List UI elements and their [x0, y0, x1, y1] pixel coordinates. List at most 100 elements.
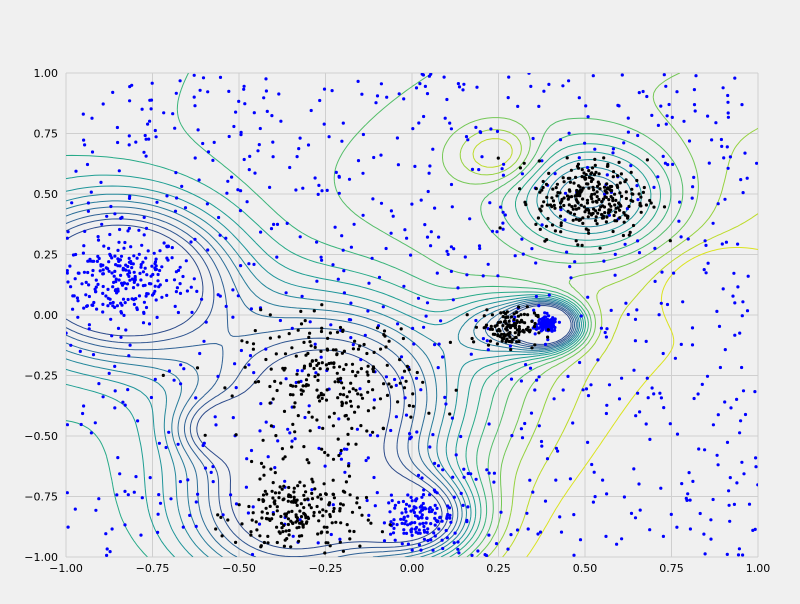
data-point [128, 99, 132, 103]
data-point [490, 313, 494, 317]
data-point [294, 188, 298, 192]
data-point [155, 200, 159, 204]
data-point [352, 222, 356, 226]
data-point [354, 388, 358, 392]
data-point [393, 377, 397, 382]
data-point [711, 497, 715, 502]
data-point [128, 194, 132, 198]
data-point [268, 336, 272, 340]
data-point [287, 510, 291, 514]
x-tick-label: −0.25 [309, 562, 343, 575]
data-point [394, 415, 398, 419]
data-point [282, 523, 286, 528]
data-point [692, 88, 697, 92]
data-point [607, 213, 612, 217]
data-point [86, 270, 90, 275]
data-point [597, 172, 601, 176]
data-point [538, 227, 542, 231]
data-point [578, 218, 583, 222]
data-point [214, 527, 218, 531]
data-point [413, 527, 417, 531]
data-point [594, 170, 598, 174]
data-point [537, 375, 541, 379]
data-point [154, 135, 158, 139]
data-point [316, 373, 320, 377]
data-point [407, 368, 411, 372]
data-point [446, 252, 450, 256]
data-point [138, 271, 142, 275]
data-point [266, 455, 270, 459]
data-point [242, 84, 246, 88]
data-point [615, 219, 619, 223]
data-point [665, 302, 670, 307]
data-point [599, 326, 604, 330]
data-point [301, 186, 305, 190]
data-point [424, 521, 428, 525]
data-point [275, 388, 279, 393]
data-point [270, 114, 274, 118]
data-point [526, 328, 530, 332]
data-point [735, 481, 739, 485]
data-point [101, 268, 105, 272]
data-point [421, 493, 426, 497]
data-point [362, 342, 366, 347]
data-point [645, 94, 649, 99]
data-point [474, 125, 478, 129]
data-point [339, 448, 343, 453]
data-point [402, 284, 406, 288]
data-point [304, 378, 309, 382]
data-point [305, 458, 309, 462]
data-point [391, 214, 395, 218]
data-point [158, 501, 163, 505]
data-point [86, 259, 90, 263]
data-point [537, 159, 541, 163]
data-point [423, 84, 427, 88]
data-point [141, 284, 145, 288]
data-point [308, 320, 312, 324]
data-point [501, 173, 505, 177]
data-point [299, 322, 304, 326]
data-point [553, 229, 558, 233]
data-point [150, 264, 154, 268]
data-point [733, 76, 737, 80]
data-point [399, 327, 403, 331]
data-point [604, 220, 609, 224]
data-point [368, 433, 372, 437]
data-point [179, 363, 183, 367]
data-point [108, 297, 112, 301]
data-point [104, 532, 108, 536]
data-point [127, 256, 131, 260]
data-point [506, 547, 510, 551]
data-point [170, 256, 174, 260]
data-point [509, 533, 513, 537]
data-point [417, 528, 421, 532]
data-point [507, 75, 511, 79]
data-point [587, 231, 591, 235]
data-point [395, 523, 399, 527]
data-point [441, 546, 445, 551]
data-point [578, 185, 582, 189]
data-point [679, 235, 683, 239]
data-point [192, 95, 196, 99]
data-point [346, 417, 350, 421]
data-point [421, 73, 425, 77]
data-point [301, 523, 305, 528]
data-point [566, 197, 570, 201]
data-point [411, 326, 415, 330]
data-point [403, 507, 408, 511]
data-point [296, 484, 300, 488]
data-point [198, 351, 202, 356]
data-point [155, 315, 159, 319]
data-point [290, 346, 294, 350]
data-point [741, 300, 745, 304]
data-point [540, 204, 544, 208]
data-point [389, 520, 393, 524]
data-point [231, 288, 235, 292]
data-point [325, 367, 330, 371]
data-point [466, 138, 470, 142]
data-point [144, 137, 148, 141]
data-point [721, 86, 725, 90]
data-point [408, 432, 412, 436]
data-point [617, 104, 621, 108]
data-point [115, 493, 119, 497]
